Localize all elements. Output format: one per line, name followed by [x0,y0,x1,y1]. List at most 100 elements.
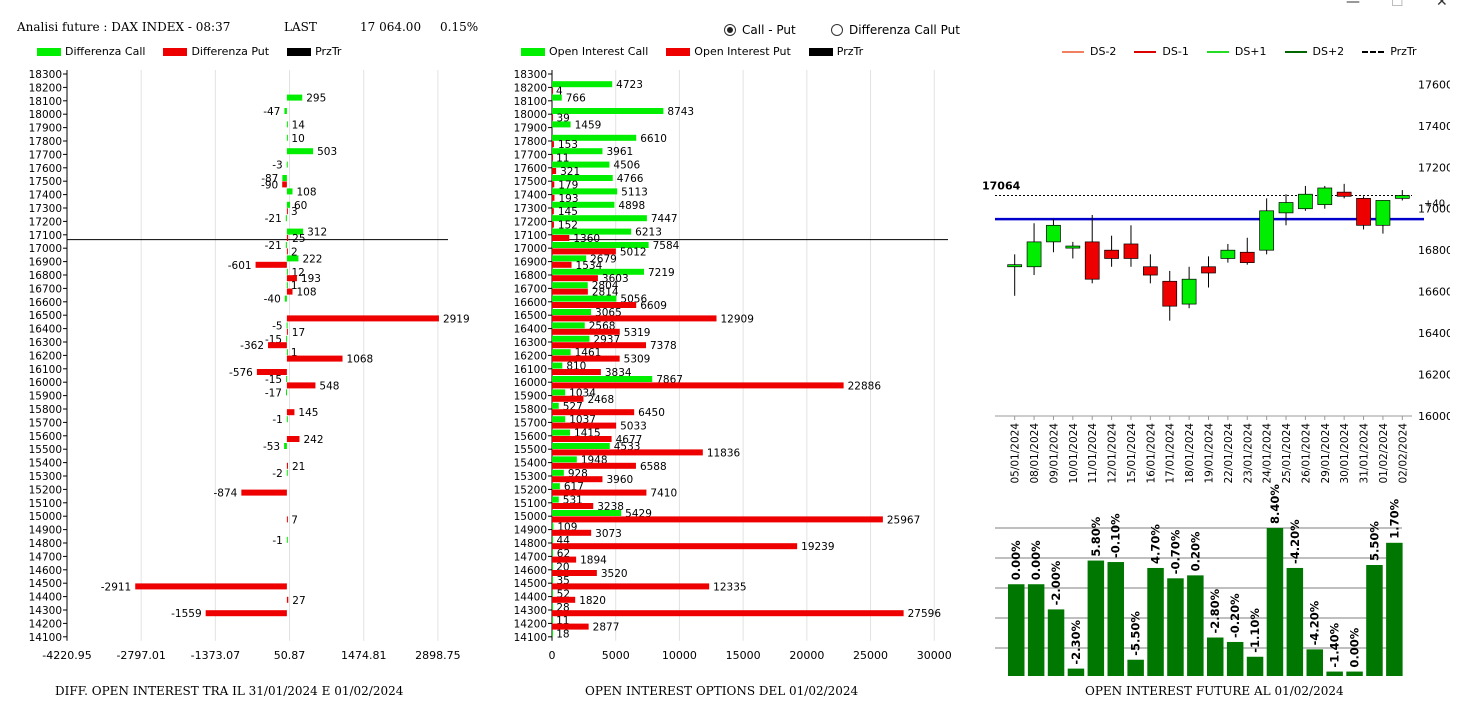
date-label: 17/01/2024 [1165,423,1177,484]
bar-value-label: 3238 [597,501,624,513]
y-tick-label: 17000 [29,243,62,255]
bar-value-label: 1 [291,347,298,359]
x-tick-label: 15000 [726,649,761,662]
bar-value-label: 1 [291,280,298,292]
call-bar [285,389,287,396]
y-tick-label: 16100 [29,364,62,376]
oi-change-bar [1246,656,1264,676]
date-label: 05/01/2024 [1010,423,1022,484]
x-tick-label: 10000 [662,649,697,662]
put-bar [286,516,288,523]
radio-call-put[interactable]: Call - Put [724,23,796,37]
radio-differenza-label: Differenza Call Put [849,23,960,37]
line-swatch-icon [1134,50,1157,53]
maximize-button[interactable]: ☐ [1391,0,1404,10]
caption-left: DIFF. OPEN INTEREST TRA IL 31/01/2024 E … [55,684,404,698]
oi-change-bar [1386,542,1403,676]
close-button[interactable]: ✕ [1436,0,1448,10]
call-bar [552,228,632,235]
y-tick-label: 15600 [514,431,547,443]
x-tick-label: 25000 [853,649,888,662]
bar-value-label: 108 [297,186,317,198]
put-bar [286,288,293,295]
bar-value-label: -87 [261,173,278,185]
diff-open-interest-chart: -4220.95 -2797.01 -1373.07 50.87 1474.81 2898… [29,69,470,662]
bar-value-label: -362 [240,340,264,352]
candle-down [1336,191,1352,197]
put-bar [552,114,553,121]
y-tick-label: 16400 [29,324,62,336]
y-tick-label: 14100 [514,632,547,644]
y-tick-label: 14300 [514,605,547,617]
call-bar [552,536,553,543]
bar-value-label: 4 [556,86,563,98]
bar-value-label: 7584 [653,240,680,252]
legend-label: DS+2 [1312,45,1345,58]
oi-change-label: -5.50% [1129,611,1143,656]
oi-change-label: 0.00% [1029,540,1043,580]
put-bar [286,328,288,335]
oi-change-label: 0.00% [1348,627,1362,667]
y-tick-label: 14200 [29,618,62,630]
call-bar [552,215,647,222]
radio-differenza[interactable]: Differenza Call Put [831,23,960,37]
oi-change-bar [1366,565,1383,676]
legend-right: DS-2 DS-1 DS+1 DS+2 PrzTr [1062,45,1435,58]
bar-value-label: 7410 [650,488,677,500]
put-bar [552,596,576,603]
open-interest-options-chart: 0 5000 10000 15000 20000 25000 30000 1830018200… [514,69,952,662]
price-label: 17064 [982,179,1021,192]
bar-value-label: 22886 [848,380,882,392]
candle-up [1278,202,1294,214]
bar-value-label: 5309 [624,354,651,366]
bar-value-label: 222 [302,253,322,265]
bar-value-label: 7447 [651,213,678,225]
call-bar [552,630,553,637]
candle-down [1356,198,1371,226]
candle-down [1201,266,1216,274]
put-bar [552,168,557,174]
last-value: 17 064.00 [360,20,422,34]
bar-value-label: 2468 [587,394,614,406]
bar-value-label: 7 [291,514,298,526]
bar-value-label: 60 [294,200,307,212]
x-tick-label: -1373.07 [191,649,240,662]
y-tick-label: 16400 [514,324,547,336]
bar-value-label: 1360 [573,233,600,245]
y-tick-label: 17400 [1418,120,1450,133]
red-swatch-icon [666,47,691,56]
bar-value-label: 3834 [605,367,632,379]
bar-value-label: 145 [298,407,318,419]
bar-value-label: 295 [306,93,326,105]
candle-up [1317,187,1333,205]
y-tick-label: 14900 [29,525,62,537]
black-swatch-icon [808,47,833,56]
y-tick-label: 16600 [29,297,62,309]
oi-change-bar [1127,659,1144,676]
y-tick-label: 15300 [29,471,62,483]
bar-value-label: 6610 [640,133,667,145]
candle-down [1123,243,1139,259]
put-bar [552,355,620,362]
minimize-button[interactable]: — [1346,0,1360,10]
bar-value-label: 39 [556,112,569,124]
legend-label: PrzTr [315,45,342,58]
bar-value-label: 5319 [624,327,651,339]
call-bar [552,550,553,557]
call-bar [552,268,644,275]
call-bar [284,443,287,449]
call-bar [552,416,566,423]
oi-change-label: -2.30% [1069,619,1083,664]
bar-value-label: 2919 [443,313,470,325]
y-tick-label: 17300 [514,203,547,215]
put-bar [552,570,597,576]
y-tick-label: 16300 [29,337,62,349]
y-tick-label: 16900 [29,257,62,269]
oi-change-label: -1.10% [1248,608,1262,653]
put-bar [552,288,588,295]
oi-change-label: -2.80% [1208,588,1222,633]
y-tick-label: 15300 [514,471,547,483]
bar-value-label: 2679 [590,253,617,265]
candle-down [1162,280,1178,307]
put-bar [286,462,288,469]
